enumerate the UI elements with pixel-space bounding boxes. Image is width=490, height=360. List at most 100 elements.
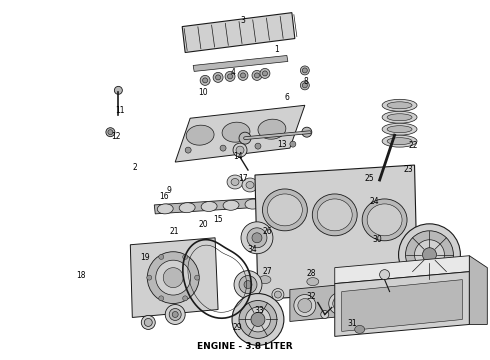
- Ellipse shape: [241, 222, 273, 254]
- Ellipse shape: [272, 184, 288, 198]
- Ellipse shape: [163, 268, 183, 288]
- Ellipse shape: [169, 309, 181, 320]
- Ellipse shape: [263, 189, 307, 231]
- Text: 27: 27: [262, 267, 272, 276]
- Ellipse shape: [239, 276, 257, 293]
- Ellipse shape: [398, 289, 420, 310]
- Polygon shape: [469, 256, 488, 324]
- Ellipse shape: [291, 190, 299, 197]
- Polygon shape: [130, 238, 218, 318]
- Text: ENGINE - 3.8 LITER: ENGINE - 3.8 LITER: [197, 342, 293, 351]
- Ellipse shape: [300, 66, 309, 75]
- Ellipse shape: [147, 252, 199, 303]
- Ellipse shape: [333, 297, 347, 310]
- Ellipse shape: [403, 293, 416, 306]
- Ellipse shape: [232, 293, 284, 345]
- Text: 10: 10: [198, 87, 208, 96]
- Ellipse shape: [156, 260, 191, 295]
- Ellipse shape: [329, 293, 351, 315]
- Ellipse shape: [231, 179, 239, 185]
- Polygon shape: [154, 196, 295, 214]
- Ellipse shape: [312, 194, 357, 236]
- Text: 32: 32: [306, 292, 316, 301]
- Ellipse shape: [382, 135, 417, 147]
- Text: 1: 1: [274, 45, 279, 54]
- Ellipse shape: [287, 187, 303, 201]
- Ellipse shape: [403, 282, 415, 289]
- Ellipse shape: [251, 312, 265, 327]
- Ellipse shape: [247, 228, 267, 248]
- Text: 20: 20: [198, 220, 208, 229]
- Ellipse shape: [415, 240, 444, 270]
- Ellipse shape: [422, 248, 437, 262]
- Ellipse shape: [238, 71, 248, 80]
- Ellipse shape: [200, 75, 210, 85]
- Text: 21: 21: [170, 228, 179, 237]
- Ellipse shape: [172, 311, 178, 318]
- Ellipse shape: [141, 315, 155, 329]
- Ellipse shape: [241, 73, 245, 78]
- Polygon shape: [182, 13, 295, 53]
- Ellipse shape: [183, 255, 188, 260]
- Polygon shape: [255, 165, 417, 300]
- Ellipse shape: [290, 141, 296, 147]
- Text: 4: 4: [230, 68, 235, 77]
- Ellipse shape: [272, 289, 284, 301]
- Ellipse shape: [252, 71, 262, 80]
- Polygon shape: [290, 278, 416, 321]
- Ellipse shape: [144, 319, 152, 327]
- Ellipse shape: [387, 102, 412, 109]
- Polygon shape: [193, 55, 288, 71]
- Ellipse shape: [387, 126, 412, 133]
- Ellipse shape: [225, 71, 235, 81]
- Ellipse shape: [216, 75, 220, 80]
- Ellipse shape: [245, 199, 261, 209]
- Ellipse shape: [220, 145, 226, 151]
- Ellipse shape: [355, 280, 367, 288]
- Ellipse shape: [233, 143, 247, 157]
- Ellipse shape: [387, 138, 412, 145]
- Text: 22: 22: [409, 141, 418, 150]
- Ellipse shape: [263, 71, 268, 76]
- Ellipse shape: [260, 68, 270, 78]
- Ellipse shape: [307, 278, 319, 285]
- Ellipse shape: [227, 74, 233, 79]
- Text: 3: 3: [240, 16, 245, 25]
- Ellipse shape: [165, 305, 185, 324]
- Ellipse shape: [382, 111, 417, 123]
- Ellipse shape: [222, 122, 250, 142]
- Ellipse shape: [268, 194, 302, 226]
- Ellipse shape: [318, 199, 352, 231]
- Ellipse shape: [302, 68, 307, 73]
- Ellipse shape: [259, 276, 271, 284]
- Ellipse shape: [321, 310, 329, 319]
- Ellipse shape: [372, 177, 383, 187]
- Ellipse shape: [242, 178, 258, 192]
- Text: 26: 26: [262, 228, 272, 237]
- Ellipse shape: [267, 198, 283, 208]
- Ellipse shape: [239, 132, 251, 144]
- Ellipse shape: [203, 78, 208, 83]
- Polygon shape: [342, 280, 463, 332]
- Ellipse shape: [227, 175, 243, 189]
- Ellipse shape: [186, 125, 214, 145]
- Ellipse shape: [234, 271, 262, 298]
- Ellipse shape: [276, 188, 284, 194]
- Ellipse shape: [257, 181, 273, 195]
- Ellipse shape: [245, 307, 270, 332]
- Ellipse shape: [185, 147, 191, 153]
- Text: 13: 13: [277, 140, 287, 149]
- Ellipse shape: [387, 114, 412, 121]
- Ellipse shape: [223, 200, 239, 210]
- Text: 25: 25: [365, 174, 374, 183]
- Text: 9: 9: [167, 186, 172, 195]
- Text: 23: 23: [404, 165, 414, 174]
- Text: 15: 15: [213, 215, 223, 224]
- Text: 24: 24: [369, 197, 379, 206]
- Ellipse shape: [302, 127, 312, 137]
- Ellipse shape: [195, 275, 199, 280]
- Text: 18: 18: [76, 270, 86, 279]
- Ellipse shape: [213, 72, 223, 82]
- Ellipse shape: [159, 296, 164, 301]
- Text: 12: 12: [111, 132, 120, 141]
